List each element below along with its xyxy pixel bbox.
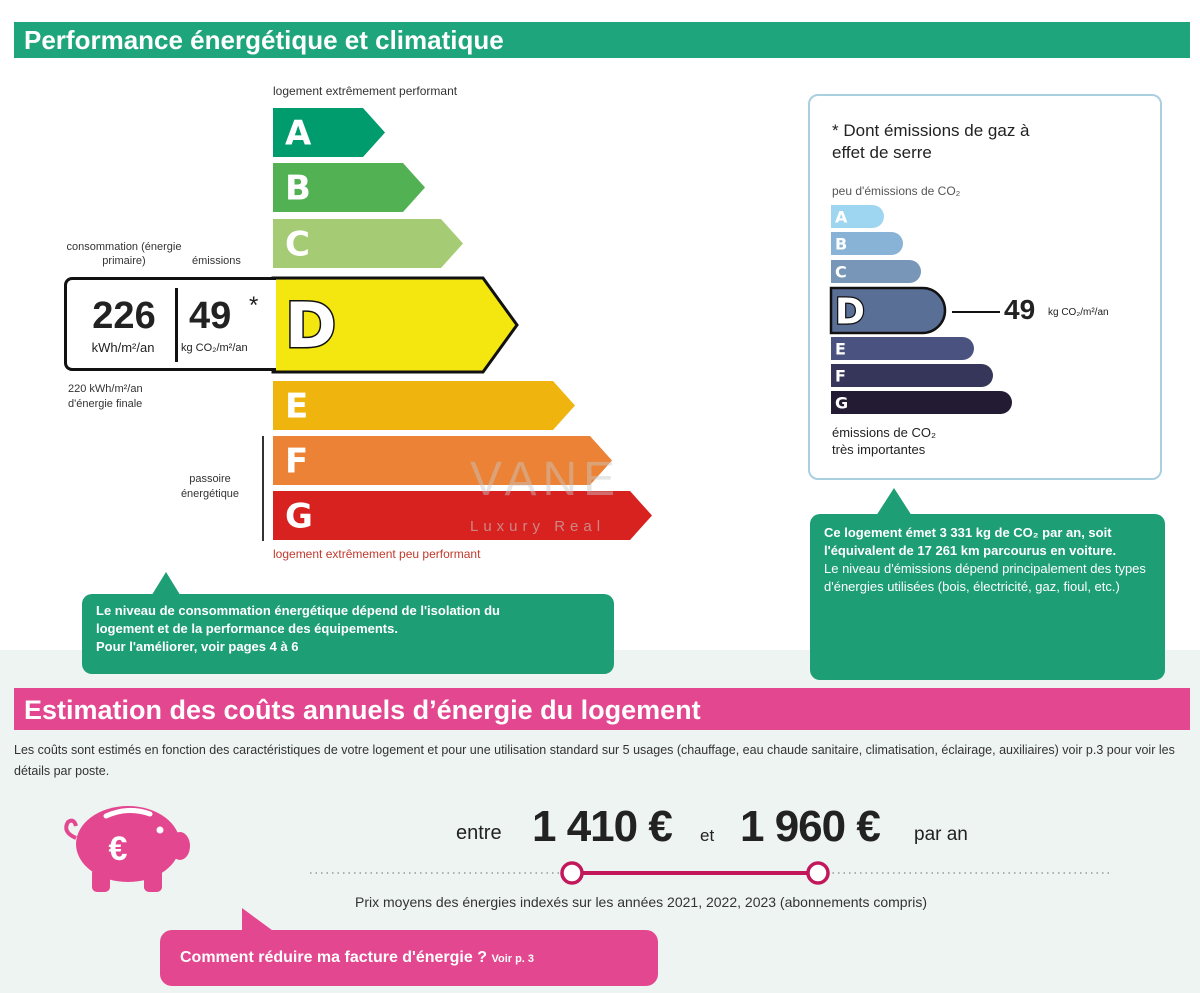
reduce-bill-link[interactable]: Comment réduire ma facture d'énergie ? V… — [160, 930, 658, 986]
cost-per-year: par an — [914, 824, 968, 845]
ghg-top-label: peu d'émissions de CO₂ — [832, 184, 961, 198]
ghg-bottom-label-2: très importantes — [832, 442, 926, 457]
energy-class-G: G — [273, 491, 652, 540]
energy-class-E: E — [273, 381, 575, 430]
cost-between: entre — [456, 822, 502, 844]
emissions-value: 49 — [189, 295, 232, 337]
cost-max: 1 960 € — [740, 802, 881, 851]
ghg-unit: kg CO₂/m²/an — [1048, 307, 1109, 318]
range-min-handle — [560, 861, 584, 885]
reduce-bill-page[interactable]: Voir p. 3 — [491, 953, 535, 965]
ghg-callout-emissions: Ce logement émet 3 331 kg de CO₂ par an,… — [824, 525, 1117, 558]
cost-and: et — [700, 826, 715, 845]
costs-description: Les coûts sont estimés en fonction des c… — [14, 743, 1175, 778]
energy-class-letter: A — [285, 114, 312, 154]
energy-class-C: C — [273, 219, 463, 268]
emissions-label: émissions — [192, 255, 241, 267]
reduce-bill-text[interactable]: Comment réduire ma facture d'énergie ? — [180, 949, 487, 966]
energy-section-title: Performance énergétique et climatique — [14, 22, 1190, 58]
ghg-bottom-label: émissions de CO₂ très importantes — [832, 424, 936, 458]
callout-pointer — [150, 572, 182, 598]
energy-class-letter: B — [285, 169, 311, 209]
energy-class-B: B — [273, 163, 425, 212]
callout-line: logement et de la performance des équipe… — [96, 621, 398, 636]
energy-class-F: F — [273, 436, 612, 485]
ghg-value: 49 — [1004, 294, 1036, 325]
energy-class-letter: F — [285, 442, 308, 482]
passoire-label: passoire énergétique — [180, 473, 240, 500]
energy-class-letter: D — [285, 289, 336, 362]
energy-class-letter: E — [285, 387, 308, 427]
ghg-pointer-line — [952, 311, 1000, 313]
piggy-bank-icon: € — [64, 806, 190, 892]
emissions-unit: kg CO₂/m²/an — [181, 342, 248, 354]
watermark-sub: Luxury Real — [470, 518, 606, 535]
cost-min: 1 410 € — [532, 802, 673, 851]
current-values-box: 226 kWh/m²/an 49 * kg CO₂/m²/an — [64, 277, 276, 371]
final-energy-value: 220 kWh/m²/an — [68, 383, 143, 395]
callout-line: Pour l'améliorer, voir pages 4 à 6 — [96, 639, 299, 654]
callout-line: Le niveau de consommation énergétique dé… — [96, 603, 500, 618]
divider — [175, 288, 178, 362]
ghg-callout-pointer — [876, 488, 912, 516]
energy-bottom-label: logement extrêmement peu performant — [273, 547, 481, 561]
energy-class-A: A — [273, 108, 385, 157]
energy-class-D: D — [271, 276, 519, 374]
final-energy-label: d'énergie finale — [68, 398, 143, 410]
consumption-unit: kWh/m²/an — [91, 340, 155, 355]
ghg-note: * Dont émissions de gaz à effet de serre — [832, 121, 1030, 162]
cost-range-slider — [310, 861, 1110, 885]
ghg-callout: Ce logement émet 3 331 kg de CO₂ par an,… — [810, 514, 1165, 680]
svg-text:€: € — [109, 830, 128, 868]
range-max-handle — [806, 861, 830, 885]
ghg-box: * Dont émissions de gaz à effet de serre… — [808, 94, 1162, 480]
ghg-bottom-label-1: émissions de CO₂ — [832, 425, 937, 440]
energy-class-letter: C — [285, 225, 310, 265]
consumption-label: consommation (énergie primaire) — [66, 241, 182, 267]
final-energy: 220 kWh/m²/an d'énergie finale — [68, 382, 143, 412]
energy-callout: Le niveau de consommation énergétique dé… — [82, 594, 614, 674]
watermark-logo: VANE — [470, 453, 622, 506]
emissions-asterisk: * — [249, 292, 259, 319]
costs-section-title: Estimation des coûts annuels d’énergie d… — [14, 688, 1190, 730]
energy-top-label: logement extrêmement performant — [273, 84, 458, 98]
prices-note: Prix moyens des énergies indexés sur les… — [355, 894, 927, 910]
ghg-callout-text: Le niveau d'émissions dépend principalem… — [824, 561, 1146, 594]
energy-class-letter: G — [285, 497, 313, 537]
passoire-bracket — [262, 436, 264, 541]
consumption-value: 226 — [92, 295, 156, 337]
reduce-callout-pointer — [242, 908, 280, 936]
